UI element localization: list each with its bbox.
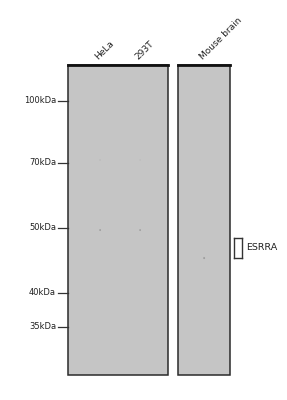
Bar — [68, 65, 168, 375]
Text: 40kDa: 40kDa — [29, 288, 56, 297]
Text: ESRRA: ESRRA — [246, 244, 277, 252]
Bar — [178, 65, 230, 375]
Text: 100kDa: 100kDa — [24, 96, 56, 105]
Bar — [234, 238, 242, 258]
Text: HeLa: HeLa — [94, 38, 116, 61]
Text: 35kDa: 35kDa — [29, 322, 56, 332]
Text: 70kDa: 70kDa — [29, 158, 56, 167]
Text: 293T: 293T — [134, 39, 156, 61]
Text: 50kDa: 50kDa — [29, 223, 56, 232]
Text: Mouse brain: Mouse brain — [198, 15, 243, 61]
